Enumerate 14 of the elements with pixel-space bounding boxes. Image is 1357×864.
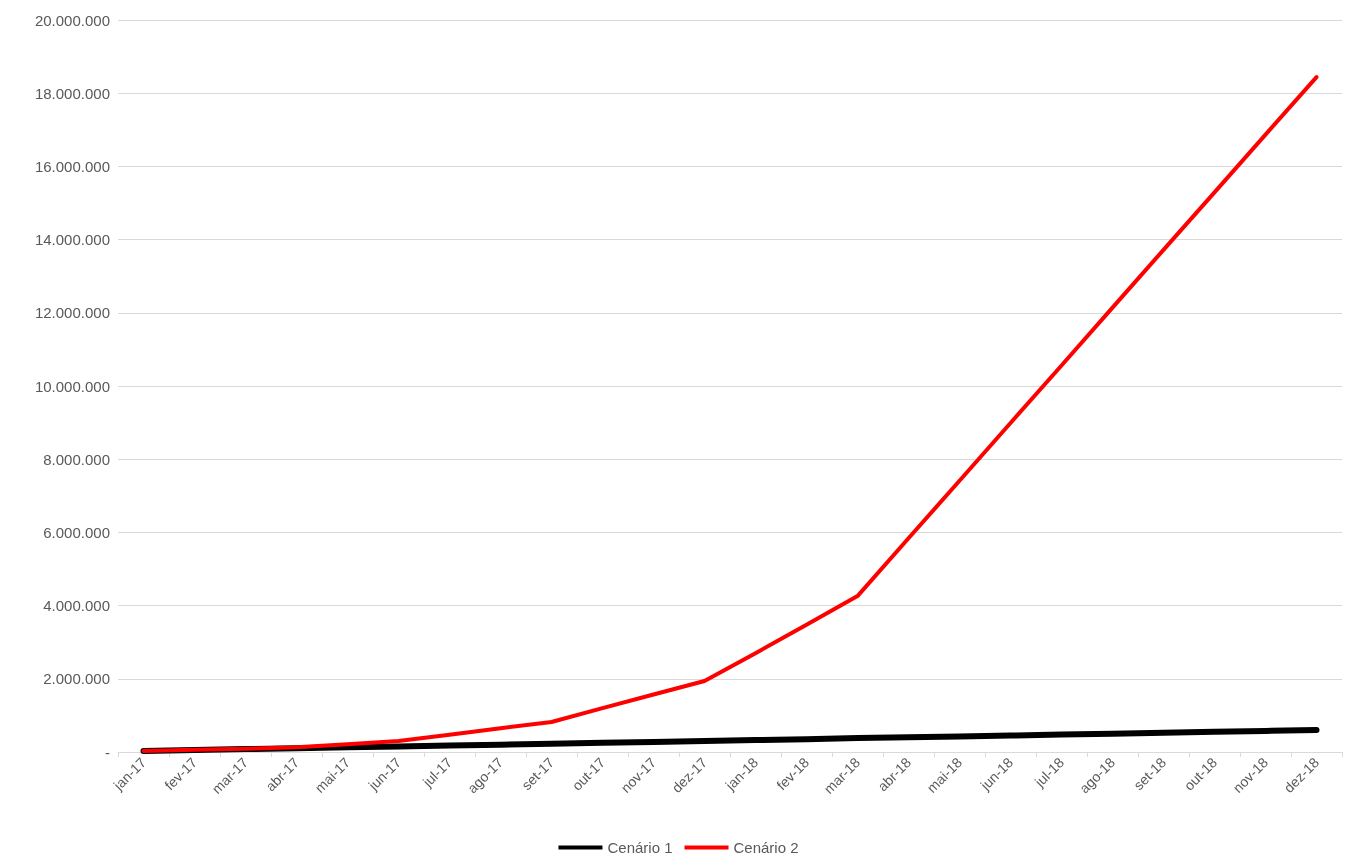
y-tick-label: 18.000.000: [34, 84, 110, 102]
y-tick-label: 6.000.000: [43, 523, 110, 541]
line-series: [141, 75, 1319, 753]
legend-label: Cenário 2: [733, 839, 799, 856]
y-tick-label: 8.000.000: [43, 450, 110, 468]
y-tick-label: 14.000.000: [34, 231, 110, 249]
y-tick-label: 10.000.000: [34, 377, 110, 395]
y-tick-label: 20.000.000: [34, 11, 110, 29]
y-tick-label: 4.000.000: [43, 597, 110, 615]
y-tick-label: 12.000.000: [34, 304, 110, 322]
y-tick-label: 2.000.000: [43, 670, 110, 688]
y-tick-label: 16.000.000: [34, 157, 110, 175]
y-tick-label: -: [105, 743, 110, 761]
legend-label: Cenário 1: [607, 839, 673, 856]
